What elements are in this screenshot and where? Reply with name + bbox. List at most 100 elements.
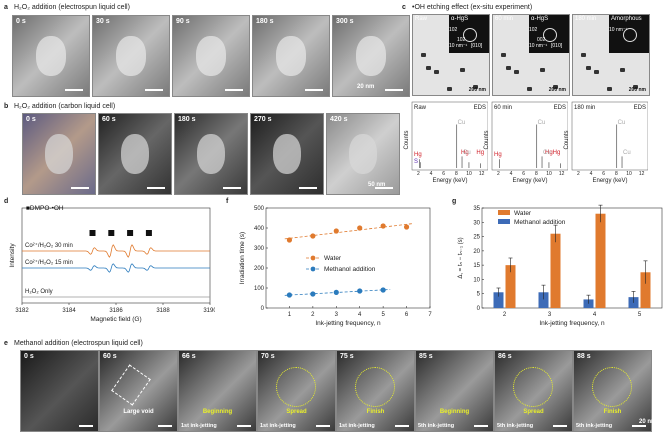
- y-tick-label: 500: [254, 206, 265, 212]
- legend-swatch: [498, 210, 510, 215]
- x-tick-label: 5: [638, 312, 642, 318]
- fft-label: 10 nm⁻¹: [609, 27, 628, 33]
- x-tick-label: 3182: [15, 308, 29, 314]
- legend-label: Methanol addition: [324, 266, 376, 273]
- x-tick-label: 6: [405, 312, 409, 318]
- x-axis-label: Ink-jetting frequency, n: [539, 320, 605, 327]
- legend-marker: [310, 255, 316, 261]
- fft-label: 10 nm⁻¹: [449, 43, 468, 49]
- x-tick-label: 7: [428, 312, 432, 318]
- ink-jetting-label: 5th ink-jetting: [576, 423, 613, 429]
- frame-caption: Finish: [366, 409, 385, 415]
- eds-peak-label: Cu: [538, 120, 546, 126]
- frame-time-label: 88 s: [577, 353, 591, 360]
- data-point: [310, 291, 316, 297]
- panel-g-letter: g: [452, 198, 457, 205]
- scale-bar-label: 200 nm: [468, 87, 486, 93]
- panel-a-title: H₂O₂ addition (electrospun liquid cell): [14, 4, 130, 11]
- nanoparticle: [633, 85, 638, 89]
- particle-shape: [35, 36, 67, 76]
- scale-bar: [299, 187, 317, 189]
- frame-caption: Beginning: [202, 409, 233, 415]
- dashed-box-marker: [111, 364, 151, 406]
- frame-caption: Beginning: [439, 409, 470, 415]
- eds-title: Raw: [414, 105, 427, 111]
- legend-label: Methanol addition: [514, 219, 566, 226]
- data-point: [333, 228, 339, 234]
- epr-spectrum-chart: 3182 3184 3186 3188 3190 Magnetic field (G) In…: [9, 205, 215, 323]
- legend-swatch: [498, 219, 510, 224]
- x-tick-label: 5: [381, 312, 385, 318]
- micrograph-frame: 60 s: [98, 113, 172, 195]
- micrograph-frame: 0 s: [22, 113, 96, 195]
- eds-spectrum: 180 min EDS Cu Cu 2 4 6 8 10 12 Energy (keV) Counts: [564, 101, 648, 184]
- bar: [538, 292, 549, 308]
- scale-bar: [65, 89, 83, 91]
- trend-line: [284, 223, 414, 240]
- panel-d-letter: d: [4, 198, 9, 205]
- eds-tag: EDS: [554, 105, 566, 111]
- scale-bar: [395, 425, 409, 427]
- scale-bar: [474, 425, 488, 427]
- panel-c-letter: c: [402, 4, 406, 11]
- nanoparticle: [506, 66, 511, 70]
- eds-peak-label: Cu: [543, 150, 551, 156]
- eds-tick-label: 10: [546, 171, 552, 177]
- nanoparticle: [426, 66, 431, 70]
- data-point: [403, 224, 410, 230]
- eds-tick-label: 4: [430, 171, 433, 177]
- fft-label: 10 nm⁻¹: [529, 43, 548, 49]
- nanoparticle: [586, 66, 591, 70]
- particle-shape: [196, 134, 226, 174]
- fft-label: 102: [449, 27, 458, 33]
- scale-bar: [237, 425, 251, 427]
- eds-tick-label: 2: [577, 171, 580, 177]
- x-tick-label: 1: [288, 312, 292, 318]
- dmpo-marker: [108, 230, 115, 236]
- particle-shape: [272, 134, 302, 174]
- tem-time-label: 60 min: [495, 16, 514, 22]
- x-axis-label: Ink-jetting frequency, n: [315, 320, 381, 327]
- x-axis-label: Magnetic field (G): [90, 316, 141, 323]
- scale-bar: [79, 425, 93, 427]
- scale-bar-label: 20 nm: [639, 419, 657, 425]
- tem-time-label: 180 min: [575, 16, 597, 22]
- dotted-circle-marker: [276, 367, 316, 407]
- eds-peak-label: Hg: [476, 150, 484, 156]
- panel-e-title: Methanol addition (electrospun liquid ce…: [14, 340, 143, 347]
- dmpo-marker: [145, 230, 152, 236]
- scale-bar: [147, 187, 165, 189]
- dotted-circle-marker: [513, 367, 553, 407]
- series-line: [22, 244, 210, 258]
- frame-time-label: 0 s: [16, 18, 26, 25]
- y-tick-label: 35: [473, 206, 480, 212]
- fft-label: [010]: [471, 43, 483, 49]
- micrograph-frame: 30 s: [92, 15, 170, 97]
- particle-shape: [275, 36, 307, 76]
- nanoparticle: [514, 70, 519, 74]
- eds-title: 180 min: [574, 105, 595, 111]
- x-tick-label: 3190: [203, 308, 215, 314]
- frame-time-label: 30 s: [96, 18, 110, 25]
- scale-bar-label: 20 nm: [357, 84, 375, 90]
- frame-time-label: 75 s: [340, 353, 354, 360]
- scale-bar: [145, 89, 163, 91]
- nanoparticle: [607, 87, 612, 91]
- eds-peak-label: S: [414, 159, 418, 165]
- eds-x-label: Energy (keV): [512, 178, 547, 184]
- series-label: H₂O₂ Only: [25, 289, 53, 295]
- eds-peak-label: Hg: [461, 150, 469, 156]
- frame-caption: Finish: [603, 409, 622, 415]
- data-point: [380, 287, 386, 293]
- frame-time-label: 420 s: [330, 116, 348, 123]
- frame-time-label: 86 s: [498, 353, 512, 360]
- x-tick-label: 3: [335, 312, 339, 318]
- ink-jetting-label: 5th ink-jetting: [418, 423, 455, 429]
- micrograph-frame: 300 s: [332, 15, 410, 97]
- frame-caption: Spread: [523, 409, 544, 415]
- eds-frame: [491, 101, 568, 171]
- eds-tick-label: 10: [466, 171, 472, 177]
- eds-peak-label: Cu: [623, 150, 631, 156]
- micrograph-frame: 420 s: [326, 113, 400, 195]
